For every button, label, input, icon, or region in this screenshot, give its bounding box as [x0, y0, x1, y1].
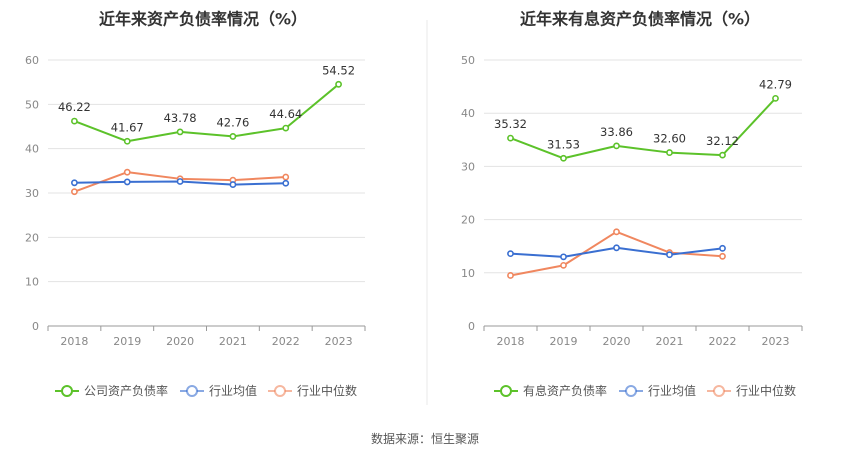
chart-title: 近年来有息资产负债率情况（%） [520, 10, 760, 29]
legend-item-company[interactable]: 公司资产负债率 [55, 383, 168, 398]
legend-item-company[interactable]: 有息资产负债率 [494, 383, 607, 398]
legend-item-industry_median[interactable]: 行业中位数 [268, 383, 357, 398]
y-tick-label: 10 [25, 276, 39, 289]
y-tick-label: 40 [25, 143, 39, 156]
x-tick-label: 2019 [550, 335, 578, 348]
data-label: 33.86 [600, 125, 633, 139]
data-point [71, 188, 78, 196]
data-point [123, 137, 131, 145]
y-tick-label: 10 [461, 267, 475, 280]
legend-label: 行业中位数 [297, 383, 357, 398]
series-industry_avg [507, 244, 726, 261]
data-label: 54.52 [322, 63, 355, 77]
y-tick-label: 0 [32, 320, 39, 333]
y-tick-label: 0 [468, 320, 475, 333]
series-industry_median [507, 228, 726, 279]
x-tick-label: 2022 [272, 335, 300, 348]
data-point [229, 181, 237, 188]
y-tick-label: 60 [25, 54, 39, 67]
y-tick-label: 50 [461, 54, 475, 67]
data-point [229, 133, 237, 140]
data-point [123, 178, 131, 186]
legend-label: 行业均值 [648, 383, 696, 398]
data-point [719, 244, 726, 252]
x-tick-label: 2020 [603, 335, 631, 348]
legend-marker [61, 385, 73, 397]
data-point [719, 252, 726, 260]
legend-marker [500, 385, 512, 397]
data-label: 42.76 [216, 115, 249, 129]
data-point [282, 179, 290, 187]
data-point [507, 134, 514, 142]
data-label: 42.79 [759, 77, 792, 91]
data-label: 32.60 [653, 132, 686, 146]
x-tick-label: 2023 [762, 335, 790, 348]
data-point [123, 168, 131, 176]
data-point [719, 151, 726, 159]
data-point [772, 94, 779, 102]
data-point [335, 80, 342, 88]
source-note: 数据来源：恒生聚源 [371, 431, 479, 446]
legend-label: 行业均值 [209, 383, 257, 398]
y-tick-label: 40 [461, 107, 475, 120]
data-label: 41.67 [111, 120, 144, 134]
legend-item-industry_avg[interactable]: 行业均值 [619, 383, 696, 398]
y-tick-label: 20 [461, 214, 475, 227]
series-line [74, 83, 340, 143]
series-industry_avg [71, 178, 290, 188]
data-point [71, 117, 78, 125]
legend-label: 公司资产负债率 [84, 383, 168, 398]
x-tick-label: 2021 [656, 335, 684, 348]
data-label: 32.12 [706, 134, 739, 148]
x-tick-label: 2023 [325, 335, 353, 348]
data-point [176, 178, 184, 185]
interest-debt-ratio-chart: 近年来有息资产负债率情况（%） 0 10 20 30 40 50 2018 2019 2020 20… [461, 10, 803, 398]
data-point [613, 142, 620, 150]
x-tick-label: 2018 [497, 335, 525, 348]
legend-label: 有息资产负债率 [523, 383, 607, 398]
x-tick-label: 2022 [709, 335, 737, 348]
data-point [666, 149, 673, 156]
data-point [560, 261, 567, 269]
data-label: 31.53 [547, 137, 580, 151]
legend-marker [625, 385, 637, 397]
data-point [507, 272, 514, 279]
legend-label: 行业中位数 [736, 383, 796, 398]
data-label: 43.78 [164, 111, 197, 125]
data-point [613, 244, 620, 252]
chart-title: 近年来资产负债率情况（%） [99, 10, 307, 29]
legend-marker [713, 385, 725, 397]
y-tick-label: 50 [25, 98, 39, 111]
legend-item-industry_median[interactable]: 行业中位数 [707, 383, 796, 398]
legend-marker [274, 385, 286, 397]
series-line [510, 230, 723, 277]
data-label: 46.22 [58, 100, 91, 114]
y-tick-label: 30 [25, 187, 39, 200]
series-line [510, 97, 777, 160]
data-label: 35.32 [494, 117, 527, 131]
data-point [560, 253, 567, 261]
y-tick-label: 20 [25, 231, 39, 244]
x-tick-label: 2021 [219, 335, 247, 348]
debt-ratio-chart: 近年来资产负债率情况（%） 0 10 20 30 40 50 60 2018 2019 2020 20… [25, 10, 366, 398]
data-point [666, 251, 673, 259]
data-point [282, 173, 290, 181]
data-point [560, 154, 567, 162]
data-point [507, 250, 514, 258]
x-tick-label: 2020 [166, 335, 194, 348]
data-point [176, 128, 184, 136]
data-point [613, 228, 620, 236]
data-point [71, 179, 78, 187]
x-tick-label: 2019 [113, 335, 141, 348]
data-point [282, 124, 290, 132]
legend-item-industry_avg[interactable]: 行业均值 [180, 383, 257, 398]
series-company: 35.32 31.53 33.86 32.60 32.12 42.79 [494, 77, 792, 162]
series-company: 46.22 41.67 43.78 42.76 44.64 54.52 [58, 63, 355, 145]
x-tick-label: 2018 [60, 335, 88, 348]
data-label: 44.64 [269, 107, 302, 121]
y-tick-label: 30 [461, 160, 475, 173]
legend-marker [186, 385, 198, 397]
